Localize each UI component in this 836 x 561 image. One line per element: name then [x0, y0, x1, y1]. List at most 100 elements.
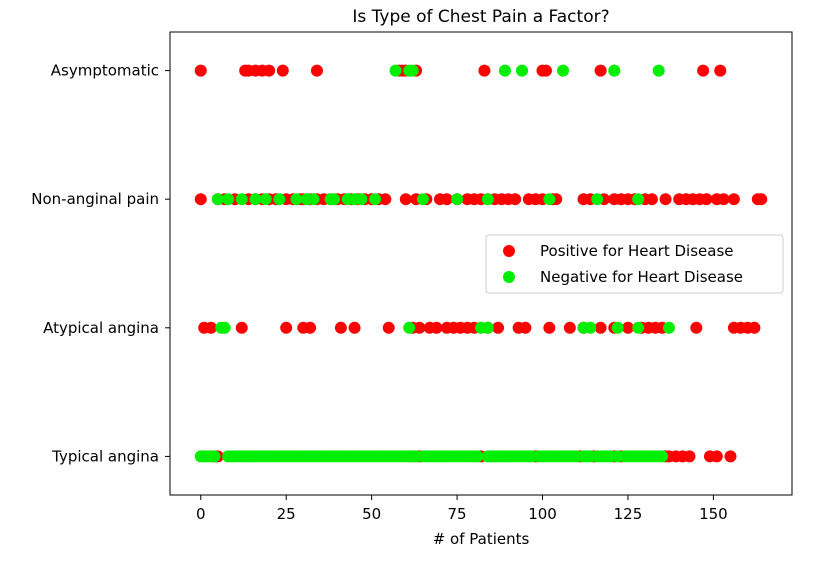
plot-frame [169, 31, 793, 496]
data-point [273, 193, 286, 206]
x-tick-label: 0 [196, 505, 206, 523]
data-point [218, 321, 231, 334]
x-tick-label: 125 [614, 505, 643, 523]
y-tick-label: Non-anginal pain [31, 190, 159, 208]
data-point [310, 64, 323, 77]
data-point [690, 321, 703, 334]
data-point [355, 193, 368, 206]
legend-label-negative: Negative for Heart Disease [540, 268, 743, 286]
data-point [697, 64, 710, 77]
data-point [348, 321, 361, 334]
data-point [652, 64, 665, 77]
data-point [727, 193, 740, 206]
data-point [334, 321, 347, 334]
x-tick-label: 100 [528, 505, 557, 523]
data-point [413, 321, 426, 334]
data-point [516, 64, 529, 77]
data-point [519, 321, 532, 334]
data-point [662, 321, 675, 334]
chart-title: Is Type of Chest Pain a Factor? [352, 7, 609, 27]
y-tick-label: Typical angina [51, 447, 159, 465]
data-point [539, 64, 552, 77]
data-point [307, 193, 320, 206]
legend-label-positive: Positive for Heart Disease [540, 242, 734, 260]
y-axis: Typical angina Atypical angina Non-anginal… [31, 62, 170, 465]
data-point [714, 64, 727, 77]
data-point [382, 321, 395, 334]
data-point [403, 321, 416, 334]
data-point [632, 321, 645, 334]
data-point [710, 450, 723, 463]
data-point [249, 193, 262, 206]
data-point [194, 193, 207, 206]
data-point [276, 64, 289, 77]
data-point [290, 193, 303, 206]
data-point [304, 321, 317, 334]
data-point [557, 64, 570, 77]
data-point [369, 193, 382, 206]
data-point [263, 64, 276, 77]
data-point [222, 193, 235, 206]
data-point [498, 64, 511, 77]
data-point [451, 193, 464, 206]
x-axis-label: # of Patients [433, 530, 530, 548]
legend-marker-positive [503, 245, 515, 257]
data-point [509, 193, 522, 206]
data-point [379, 193, 392, 206]
data-point [594, 321, 607, 334]
data-point [543, 193, 556, 206]
data-point [328, 193, 341, 206]
data-point [683, 450, 696, 463]
data-point [591, 193, 604, 206]
legend-marker-negative [503, 271, 515, 283]
data-point [235, 321, 248, 334]
data-point [440, 193, 453, 206]
data-point [430, 321, 443, 334]
data-point [594, 64, 607, 77]
data-point [478, 64, 491, 77]
data-point [700, 193, 713, 206]
data-point [205, 321, 218, 334]
data-point [659, 193, 672, 206]
data-point [259, 193, 272, 206]
data-point [211, 193, 224, 206]
y-tick-label: Atypical angina [43, 319, 159, 337]
data-point [416, 193, 429, 206]
x-axis: 0 25 50 75 100 125 150 [196, 495, 728, 523]
y-tick-label: Asymptomatic [51, 62, 159, 80]
data-point [481, 321, 494, 334]
data-point [717, 193, 730, 206]
data-point [235, 193, 248, 206]
data-point [194, 64, 207, 77]
data-point [755, 193, 768, 206]
data-point [645, 193, 658, 206]
data-point [208, 450, 221, 463]
data-point [724, 450, 737, 463]
x-tick-label: 75 [448, 505, 467, 523]
data-point [608, 64, 621, 77]
data-point [748, 321, 761, 334]
data-point [632, 193, 645, 206]
data-point [621, 321, 634, 334]
data-point [656, 450, 669, 463]
data-point [399, 193, 412, 206]
data-point [611, 321, 624, 334]
data-point [481, 193, 494, 206]
series-negative [194, 64, 675, 463]
data-point [492, 321, 505, 334]
x-tick-label: 50 [362, 505, 381, 523]
legend-frame [485, 234, 784, 294]
data-point [280, 321, 293, 334]
x-tick-label: 150 [699, 505, 728, 523]
plot-area [194, 64, 768, 463]
data-point [406, 64, 419, 77]
legend: Positive for Heart Disease Negative for … [485, 234, 784, 294]
data-point [471, 450, 484, 463]
data-point [584, 321, 597, 334]
data-point [563, 321, 576, 334]
x-tick-label: 25 [277, 505, 296, 523]
data-point [389, 64, 402, 77]
data-point [543, 321, 556, 334]
